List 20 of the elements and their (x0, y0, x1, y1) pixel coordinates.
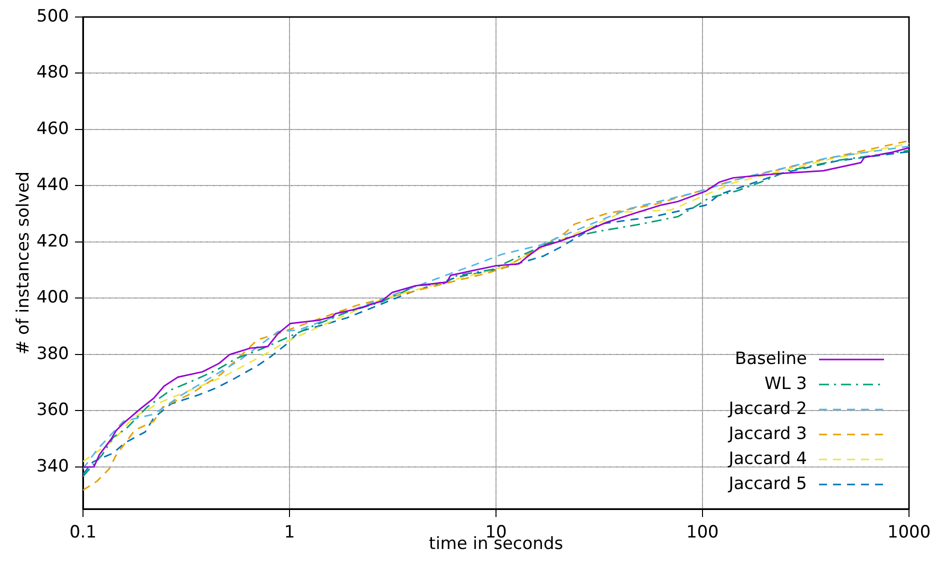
y-tick-label: 400 (36, 288, 69, 308)
y-tick-label: 480 (36, 62, 69, 83)
y-tick-label: 440 (36, 175, 69, 196)
legend-label: Jaccard 2 (728, 398, 807, 419)
x-tick-label: 100 (686, 522, 719, 543)
y-axis-title: # of instances solved (14, 171, 34, 355)
x-tick-label: 1 (284, 522, 295, 543)
y-tick-label: 420 (36, 231, 69, 252)
legend-label: Jaccard 3 (728, 424, 807, 444)
legend-label: WL 3 (764, 374, 807, 394)
y-tick-label: 360 (36, 400, 69, 420)
legend-label: Baseline (734, 348, 807, 369)
legend-label: Jaccard 4 (728, 448, 807, 469)
x-tick-label: 0.1 (69, 522, 97, 543)
legend-label: Jaccard 5 (728, 474, 807, 494)
x-tick-label: 1000 (887, 522, 931, 543)
y-tick-label: 380 (36, 344, 69, 364)
y-tick-label: 500 (36, 6, 69, 26)
y-tick-label: 460 (36, 118, 69, 139)
y-tick-label: 340 (36, 456, 69, 476)
